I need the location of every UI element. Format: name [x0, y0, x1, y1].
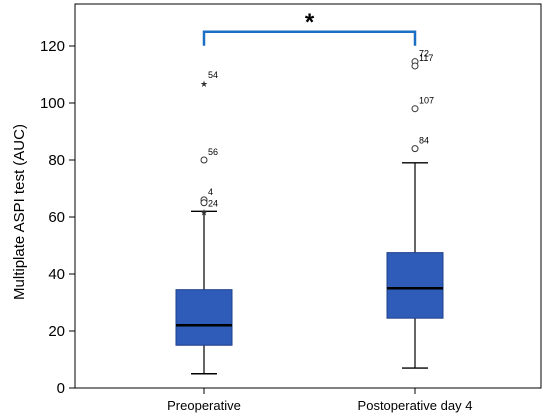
y-tick-label: 20 — [48, 323, 65, 340]
box-iqr — [175, 289, 233, 346]
outlier-star-point: ★ — [200, 208, 208, 218]
outlier-label: 117 — [419, 53, 433, 63]
y-tick-label: 60 — [48, 209, 65, 226]
outlier-label: 107 — [419, 96, 434, 106]
significance-bracket-group: * — [202, 9, 417, 46]
outlier-point — [411, 105, 419, 113]
outlier-point — [200, 199, 208, 207]
y-tick-label: 120 — [40, 38, 65, 55]
y-axis: 0 20 40 60 80 100 120 — [40, 38, 75, 397]
outlier-label: 72 — [419, 49, 429, 59]
outlier-star-point: ★ — [200, 80, 208, 90]
y-tick-label: 80 — [48, 152, 65, 169]
y-axis-label: Multiplate ASPI test (AUC) — [11, 124, 28, 300]
outlier-label: 4 — [208, 187, 213, 197]
x-category-label: Preoperative — [167, 398, 241, 413]
x-category-label: Postoperative day 4 — [358, 398, 473, 413]
outlier-point — [411, 145, 419, 153]
outlier-point — [411, 62, 419, 70]
y-tick-label: 40 — [48, 266, 65, 283]
outlier-label: 54 — [208, 70, 218, 80]
y-tick-label: 0 — [57, 380, 65, 397]
outlier-point — [200, 156, 208, 164]
outlier-label: 24 — [208, 198, 218, 208]
plot-frame — [74, 3, 542, 389]
box-iqr — [386, 252, 444, 319]
outlier-label: 56 — [208, 147, 218, 157]
outlier-label: 84 — [419, 136, 429, 146]
significance-bracket — [202, 30, 417, 46]
y-tick-label: 100 — [40, 95, 65, 112]
boxes: ★54564★24Preoperative7211710784Postopera… — [167, 49, 472, 413]
significance-marker: * — [305, 9, 315, 36]
